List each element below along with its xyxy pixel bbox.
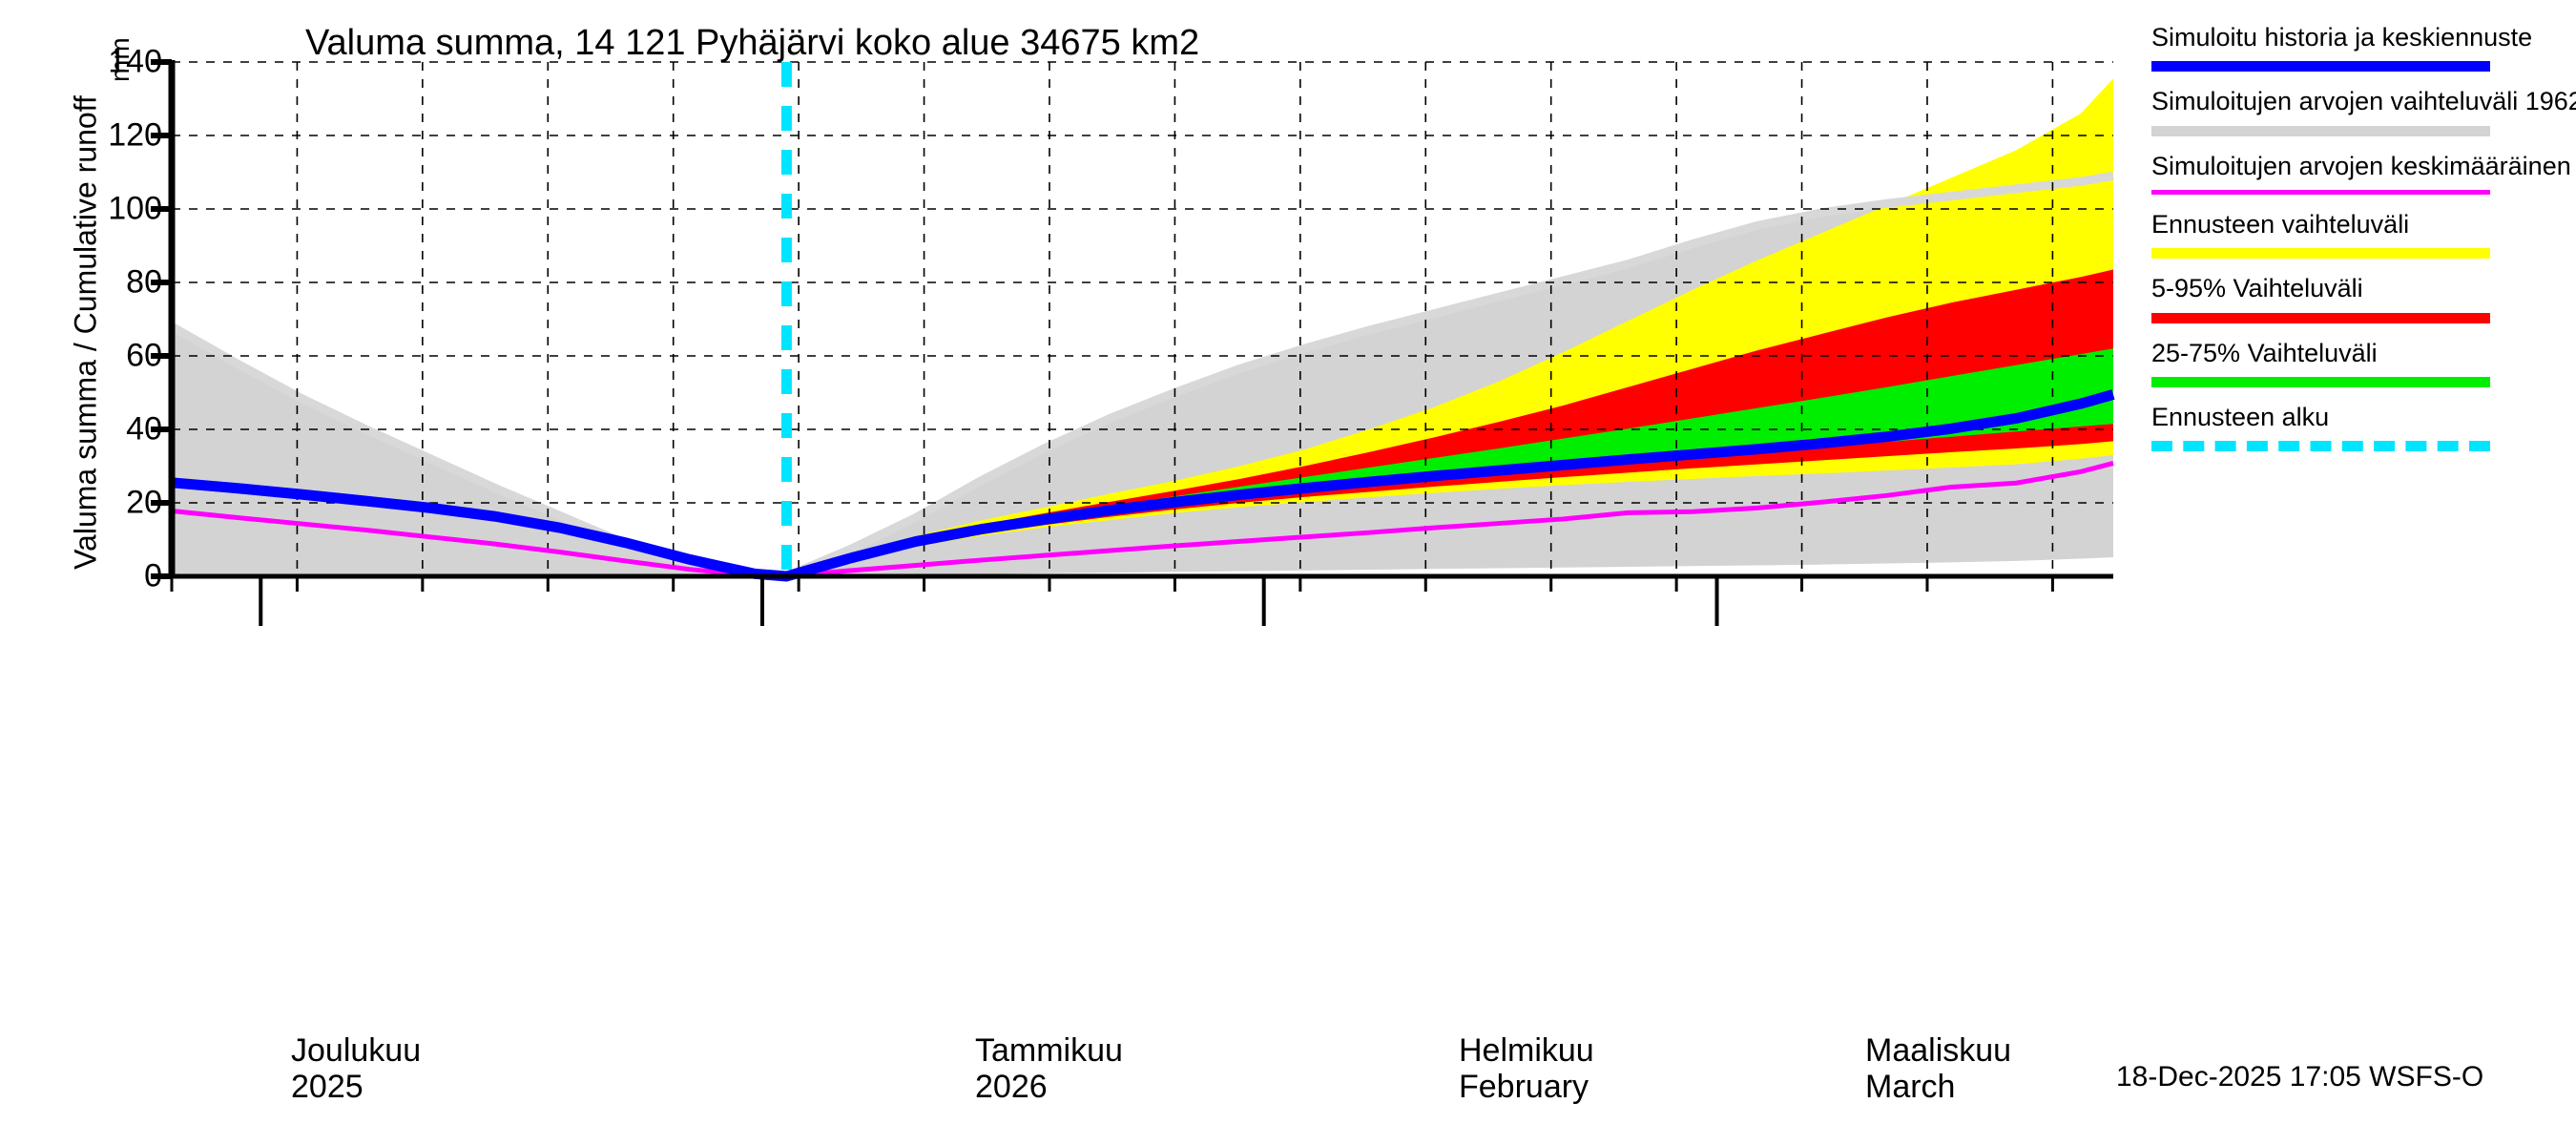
x-label-january-en: 2026 <box>975 1069 1048 1106</box>
band-25-75 <box>786 348 2113 576</box>
page-title: Valuma summa, 14 121 Pyhäjärvi koko alue… <box>305 23 1200 63</box>
x-label-february-en: February <box>1459 1069 1589 1106</box>
x-label-december-fi: Joulukuu <box>291 1032 422 1069</box>
legend-swatch-simulated-history <box>2151 61 2490 73</box>
legend-swatch-forecast-start <box>2151 441 2490 452</box>
legend-swatch-simulated-range <box>2151 125 2490 136</box>
legend-swatch-25-75 <box>2151 376 2490 387</box>
y-axis-ticks: 0 20 40 60 80 100 120 140 <box>57 0 162 1145</box>
line-simulated-mean <box>171 461 2114 579</box>
x-label-december: Joulukuu 2025 <box>291 1032 421 1105</box>
footer-timestamp: 18-Dec-2025 17:05 WSFS-O <box>2116 1061 2484 1093</box>
x-label-march: Maaliskuu March <box>1865 1032 2011 1105</box>
x-label-february: Helmikuu February <box>1459 1032 1594 1105</box>
x-label-march-fi: Maaliskuu <box>1865 1032 2012 1069</box>
band-5-95 <box>786 269 2113 576</box>
x-label-january-fi: Tammikuu <box>975 1032 1123 1069</box>
legend-label-25-75: 25-75% Vaihteluväli <box>2151 338 2378 367</box>
x-label-january: Tammikuu 2026 <box>975 1032 1123 1105</box>
legend-swatch-simulated-mean <box>2151 189 2490 195</box>
line-simulated-history <box>171 389 2115 582</box>
legend-label-simulated-range: Simuloitujen arvojen vaihteluväli 1962-2… <box>2151 87 2576 116</box>
legend-swatch-5-95 <box>2151 312 2490 323</box>
x-label-december-en: 2025 <box>291 1069 364 1106</box>
legend-label-forecast-range: Ennusteen vaihteluväli <box>2151 209 2410 239</box>
legend-swatch-forecast-range <box>2151 248 2490 260</box>
legend-label-5-95: 5-95% Vaihteluväli <box>2151 274 2363 303</box>
x-label-february-fi: Helmikuu <box>1459 1032 1594 1069</box>
legend-label-simulated-history: Simuloitu historia ja keskiennuste <box>2151 23 2533 52</box>
legend-label-simulated-mean: Simuloitujen arvojen keskimääräinen arvo… <box>2151 151 2576 180</box>
line-simulated-range-upper <box>169 171 2114 581</box>
legend-label-forecast-start: Ennusteen alku <box>2151 402 2330 431</box>
chart-legend: Simuloitu historia ja keskiennuste Simul… <box>2151 23 2576 467</box>
x-label-march-en: March <box>1865 1069 1956 1106</box>
